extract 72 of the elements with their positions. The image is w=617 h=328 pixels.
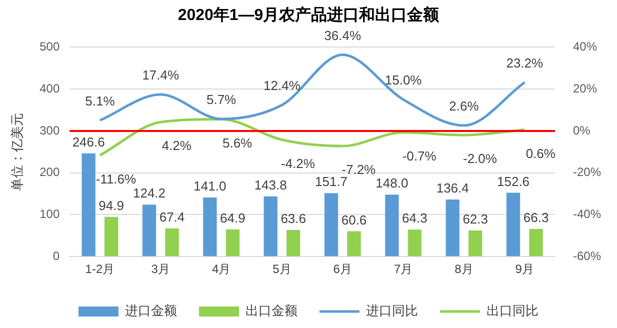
x-tick-label: 8月 — [454, 262, 474, 276]
x-tick-label: 9月 — [515, 262, 534, 276]
legend-label: 进口金额 — [125, 303, 177, 318]
data-label: 64.3 — [402, 210, 428, 226]
y-tick-label: 400 — [40, 81, 60, 96]
x-tick-label: 4月 — [212, 262, 231, 276]
bar — [264, 196, 278, 256]
bar — [347, 231, 361, 256]
bar — [104, 216, 118, 256]
bar — [226, 229, 240, 256]
data-label: -11.6% — [96, 171, 137, 186]
legend-label: 出口金额 — [246, 303, 298, 318]
data-label: 0.6% — [526, 146, 556, 161]
y2-tick-label: 0% — [572, 123, 591, 138]
data-label: 67.4 — [159, 209, 185, 224]
bar — [385, 194, 399, 256]
y2-tick-label: 40% — [572, 40, 598, 54]
data-label: 66.3 — [523, 210, 549, 225]
y-tick-label: 500 — [40, 40, 60, 54]
data-label: 143.8 — [254, 177, 287, 192]
data-label: 64.9 — [220, 210, 246, 226]
data-label: 36.4% — [324, 28, 362, 43]
data-label: 5.6% — [222, 135, 253, 150]
x-tick-label: 3月 — [151, 262, 170, 276]
y-tick-label: 0 — [52, 248, 60, 263]
y2-tick-label: -40% — [572, 207, 602, 222]
data-label: 246.6 — [72, 134, 105, 150]
bar — [203, 198, 217, 256]
data-label: 141.0 — [194, 178, 226, 194]
bar — [468, 230, 482, 256]
y2-tick-label: 20% — [572, 81, 598, 96]
y-tick-label: 300 — [40, 123, 60, 138]
x-tick-label: 1-2月 — [85, 262, 115, 276]
data-label: 15.0% — [384, 72, 422, 88]
data-label: 136.4 — [436, 180, 469, 196]
bar — [408, 230, 422, 256]
data-label: 23.2% — [506, 55, 544, 70]
bar — [286, 230, 300, 256]
data-label: 152.6 — [497, 174, 530, 189]
data-label: 62.3 — [462, 212, 488, 227]
data-label: 94.9 — [98, 198, 124, 213]
y-tick-label: 100 — [40, 207, 60, 222]
data-label: -2.0% — [462, 151, 498, 166]
data-label: 124.2 — [132, 186, 166, 201]
data-label: 17.4% — [142, 68, 180, 83]
data-label: -4.2% — [280, 156, 316, 171]
legend-label: 进口同比 — [366, 303, 418, 318]
data-label: 148.0 — [376, 176, 408, 191]
data-label: 5.7% — [206, 92, 237, 108]
y-tick-label: 200 — [40, 165, 60, 180]
y-axis-title: 单位：亿美元 — [9, 112, 24, 191]
bar — [142, 204, 156, 256]
legend-label: 出口同比 — [486, 303, 538, 318]
data-label: 5.1% — [85, 93, 116, 108]
x-tick-label: 6月 — [333, 262, 352, 276]
bar — [506, 192, 520, 256]
data-label: 60.6 — [341, 212, 367, 228]
data-label: 12.4% — [264, 78, 301, 94]
y2-tick-label: -20% — [572, 165, 602, 180]
bar — [82, 153, 96, 256]
data-label: -0.7% — [402, 148, 437, 164]
bar — [529, 228, 543, 256]
data-label: 2.6% — [449, 98, 480, 114]
x-tick-label: 5月 — [272, 262, 292, 276]
bar — [324, 193, 338, 256]
data-label: 63.6 — [280, 211, 306, 226]
chart-title: 2020年1—9月农产品进口和出口金额 — [178, 6, 440, 24]
y2-tick-label: -60% — [572, 248, 602, 263]
bar — [165, 228, 179, 256]
data-label: 4.2% — [162, 138, 192, 154]
bar — [446, 199, 460, 256]
x-tick-label: 7月 — [394, 262, 413, 276]
